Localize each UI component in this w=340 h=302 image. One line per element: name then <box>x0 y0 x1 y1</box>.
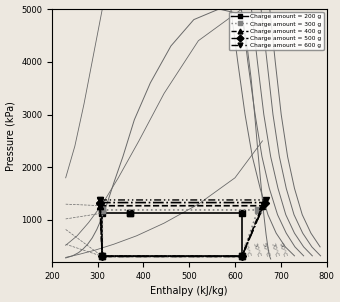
Charge amount = 200 g <box>128 211 132 215</box>
Charge amount = 300 g <box>256 208 260 212</box>
Charge amount = 600 g <box>98 198 102 202</box>
Charge amount = 200 g <box>100 211 104 215</box>
Line: Charge amount = 300 g: Charge amount = 300 g <box>100 207 261 259</box>
Charge amount = 200 g <box>100 255 104 258</box>
Y-axis label: Pressure (kPa): Pressure (kPa) <box>5 101 16 171</box>
Charge amount = 600 g <box>240 255 244 258</box>
Line: Charge amount = 500 g: Charge amount = 500 g <box>97 200 268 259</box>
Charge amount = 400 g <box>260 204 265 207</box>
Line: Charge amount = 200 g: Charge amount = 200 g <box>100 210 245 259</box>
Charge amount = 200 g <box>240 211 244 215</box>
Charge amount = 300 g <box>100 255 104 258</box>
Charge amount = 200 g <box>240 255 244 258</box>
Text: 90°C: 90°C <box>278 242 287 258</box>
Charge amount = 500 g <box>100 255 104 258</box>
Charge amount = 400 g <box>98 204 102 207</box>
Charge amount = 300 g <box>100 208 104 212</box>
Line: Charge amount = 400 g: Charge amount = 400 g <box>97 203 265 259</box>
Line: Charge amount = 600 g: Charge amount = 600 g <box>97 197 269 259</box>
Text: 50°C: 50°C <box>260 242 270 258</box>
Charge amount = 300 g <box>100 208 104 212</box>
Text: 30°C: 30°C <box>252 242 261 258</box>
Charge amount = 500 g <box>98 201 102 204</box>
Charge amount = 400 g <box>240 255 244 258</box>
Charge amount = 200 g <box>128 211 132 215</box>
Charge amount = 500 g <box>98 201 102 204</box>
Charge amount = 600 g <box>98 198 102 202</box>
Legend: Charge amount = 200 g, Charge amount = 300 g, Charge amount = 400 g, Charge amou: Charge amount = 200 g, Charge amount = 3… <box>229 12 324 50</box>
Charge amount = 600 g <box>100 255 104 258</box>
Charge amount = 600 g <box>264 198 268 202</box>
Text: 10°C: 10°C <box>242 242 251 258</box>
Charge amount = 300 g <box>240 255 244 258</box>
Charge amount = 400 g <box>98 204 102 207</box>
Charge amount = 400 g <box>100 255 104 258</box>
Charge amount = 500 g <box>263 201 267 204</box>
Charge amount = 500 g <box>240 255 244 258</box>
X-axis label: Enthalpy (kJ/kg): Enthalpy (kJ/kg) <box>151 286 228 297</box>
Text: 70°C: 70°C <box>270 242 279 258</box>
